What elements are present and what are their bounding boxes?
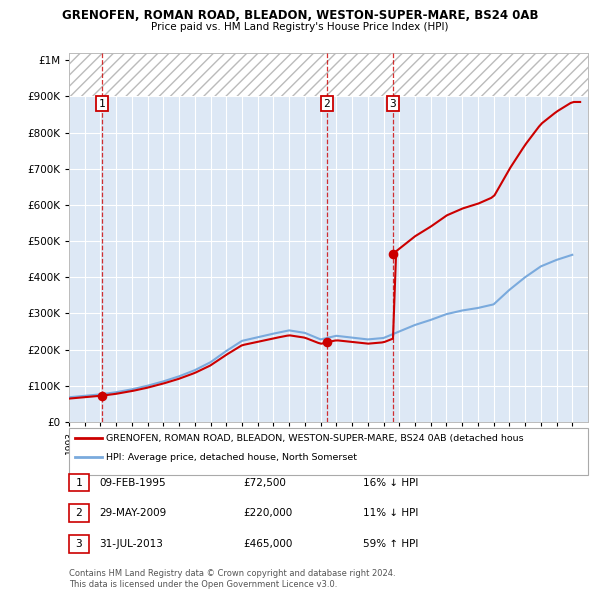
Point <box>388 249 398 258</box>
Text: 16% ↓ HPI: 16% ↓ HPI <box>363 478 418 487</box>
Text: 31-JUL-2013: 31-JUL-2013 <box>99 539 163 549</box>
Text: 29-MAY-2009: 29-MAY-2009 <box>99 509 166 518</box>
Text: 2: 2 <box>323 99 331 109</box>
Text: GRENOFEN, ROMAN ROAD, BLEADON, WESTON-SUPER-MARE, BS24 0AB: GRENOFEN, ROMAN ROAD, BLEADON, WESTON-SU… <box>62 9 538 22</box>
Text: This data is licensed under the Open Government Licence v3.0.: This data is licensed under the Open Gov… <box>69 579 337 589</box>
Text: Contains HM Land Registry data © Crown copyright and database right 2024.: Contains HM Land Registry data © Crown c… <box>69 569 395 578</box>
Point <box>97 391 107 401</box>
Text: 1: 1 <box>76 478 82 487</box>
Text: Price paid vs. HM Land Registry's House Price Index (HPI): Price paid vs. HM Land Registry's House … <box>151 22 449 32</box>
Text: £465,000: £465,000 <box>243 539 292 549</box>
Text: 3: 3 <box>76 539 82 549</box>
Text: £72,500: £72,500 <box>243 478 286 487</box>
Text: 59% ↑ HPI: 59% ↑ HPI <box>363 539 418 549</box>
Text: 2: 2 <box>76 509 82 518</box>
Text: 11% ↓ HPI: 11% ↓ HPI <box>363 509 418 518</box>
Point <box>322 337 332 347</box>
Text: HPI: Average price, detached house, North Somerset: HPI: Average price, detached house, Nort… <box>106 453 357 462</box>
Text: GRENOFEN, ROMAN ROAD, BLEADON, WESTON-SUPER-MARE, BS24 0AB (detached hous: GRENOFEN, ROMAN ROAD, BLEADON, WESTON-SU… <box>106 434 524 443</box>
Text: 09-FEB-1995: 09-FEB-1995 <box>99 478 166 487</box>
Text: 1: 1 <box>98 99 106 109</box>
Text: 3: 3 <box>389 99 397 109</box>
Text: £220,000: £220,000 <box>243 509 292 518</box>
